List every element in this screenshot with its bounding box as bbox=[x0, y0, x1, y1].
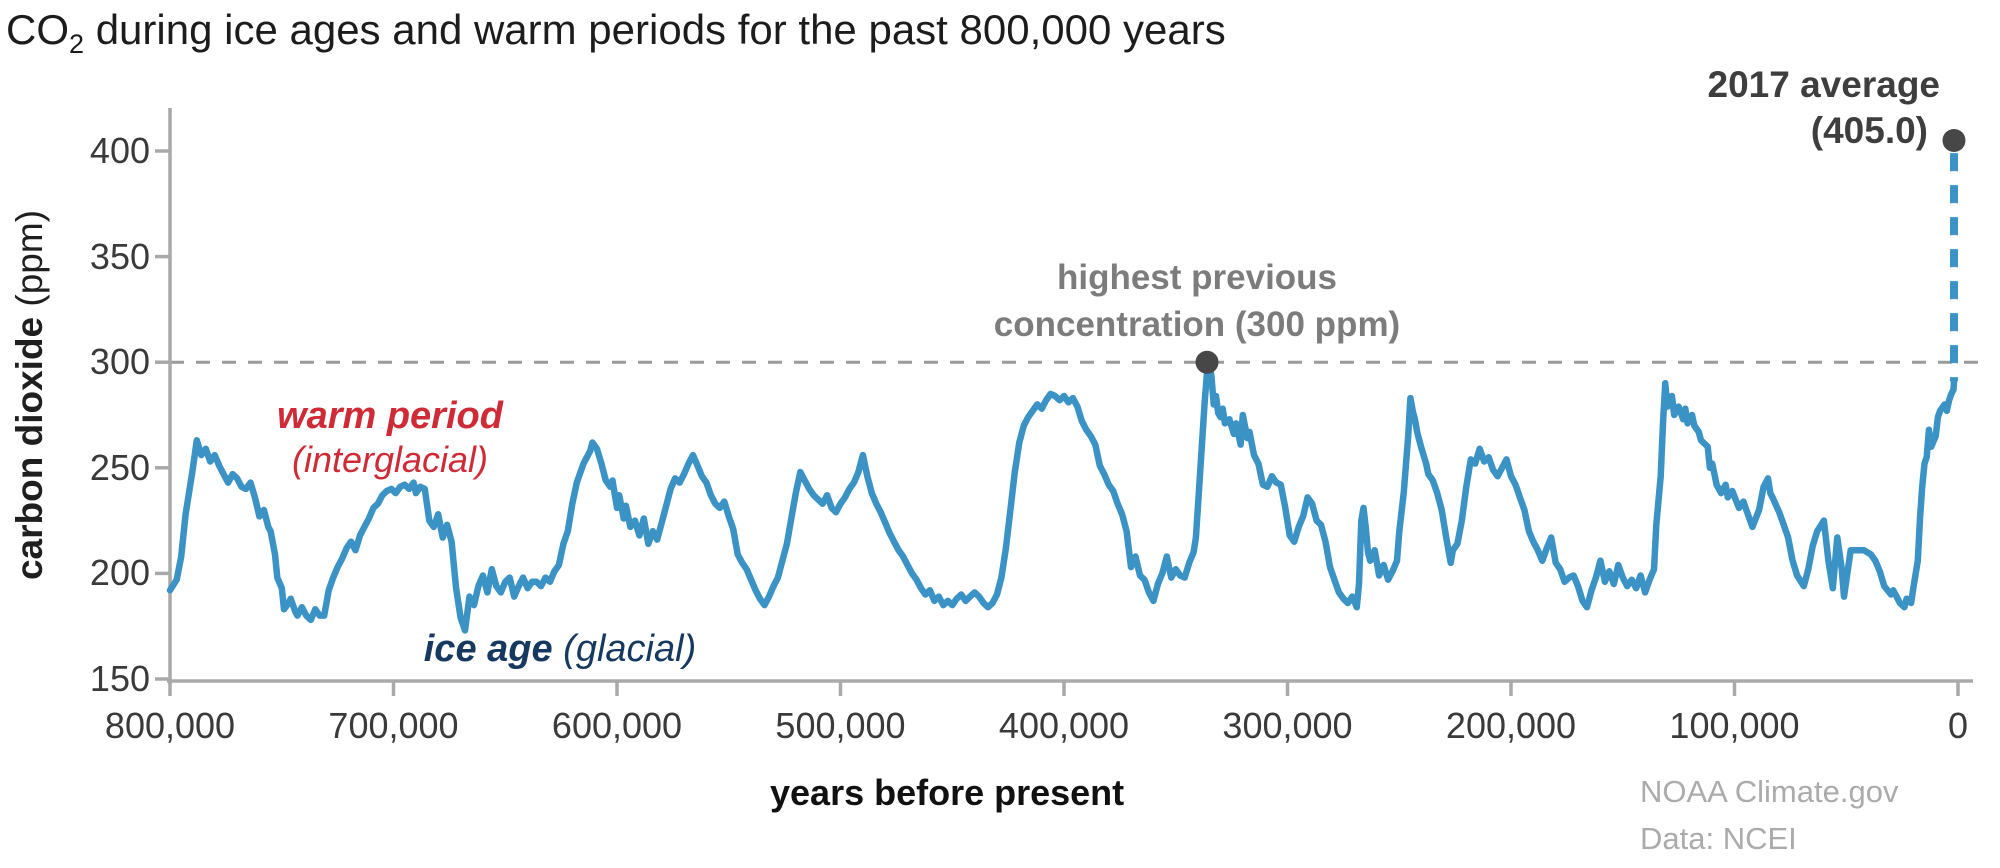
title-rest: during ice ages and warm periods for the… bbox=[84, 6, 1226, 53]
co2-series-line bbox=[166, 153, 1958, 634]
y-axis-title-bold: carbon dioxide bbox=[9, 316, 50, 581]
x-axis-title: years before present bbox=[770, 772, 1125, 813]
y-tick-label-250: 250 bbox=[89, 446, 150, 488]
x-tick-label-700000: 700,000 bbox=[328, 705, 459, 746]
highest-previous-line1: highest previous bbox=[1056, 258, 1338, 297]
x-tick-label-600000: 600,000 bbox=[551, 705, 683, 746]
attribution-data: Data: NCEI bbox=[1640, 821, 1797, 856]
y-tick-label-300: 300 bbox=[89, 341, 150, 383]
warm-period-line1: warm period bbox=[277, 395, 503, 437]
x-tick-label-500000: 500,000 bbox=[775, 705, 906, 746]
avg-2017-dot bbox=[1942, 128, 1966, 152]
avg-2017-annotation: 2017 average (405.0) bbox=[1640, 62, 1940, 154]
avg-2017-line1: 2017 average bbox=[1707, 64, 1940, 105]
highest-previous-annotation: highest previous concentration (300 ppm) bbox=[947, 254, 1447, 348]
x-tick-label-800000: 800,000 bbox=[104, 705, 236, 746]
attribution: NOAA Climate.gov Data: NCEI bbox=[1640, 768, 1898, 862]
avg-2017-line2: (405.0) bbox=[1810, 110, 1928, 151]
x-tick-label-0: 0 bbox=[1947, 705, 1969, 746]
x-tick-label-200000: 200,000 bbox=[1445, 705, 1577, 746]
y-axis-title-units: (ppm) bbox=[9, 209, 50, 317]
y-tick-label-350: 350 bbox=[89, 235, 150, 277]
y-tick-label-400: 400 bbox=[89, 130, 150, 171]
y-tick-label-150: 150 bbox=[89, 658, 150, 699]
highest-previous-line2: concentration (300 ppm) bbox=[993, 305, 1401, 344]
y-axis-title: carbon dioxide (ppm) bbox=[9, 210, 51, 580]
point-markers bbox=[1195, 128, 1966, 374]
warm-period-line2: (interglacial) bbox=[291, 439, 489, 480]
x-tick-label-400000: 400,000 bbox=[998, 705, 1130, 746]
page-title: CO2 during ice ages and warm periods for… bbox=[6, 6, 1226, 60]
title-subscript: 2 bbox=[69, 29, 85, 59]
ice-age-normal: (glacial) bbox=[552, 628, 697, 670]
attribution-source: NOAA Climate.gov bbox=[1640, 774, 1899, 809]
warm-period-annotation: warm period (interglacial) bbox=[240, 394, 540, 482]
x-tick-label-300000: 300,000 bbox=[1222, 705, 1353, 746]
y-tick-label-200: 200 bbox=[89, 552, 150, 594]
title-prefix: CO bbox=[6, 6, 69, 53]
ice-age-bold: ice age bbox=[423, 628, 553, 670]
ice-age-annotation: ice age (glacial) bbox=[330, 628, 790, 671]
x-tick-label-100000: 100,000 bbox=[1669, 705, 1800, 746]
highest-previous-dot bbox=[1195, 350, 1219, 374]
